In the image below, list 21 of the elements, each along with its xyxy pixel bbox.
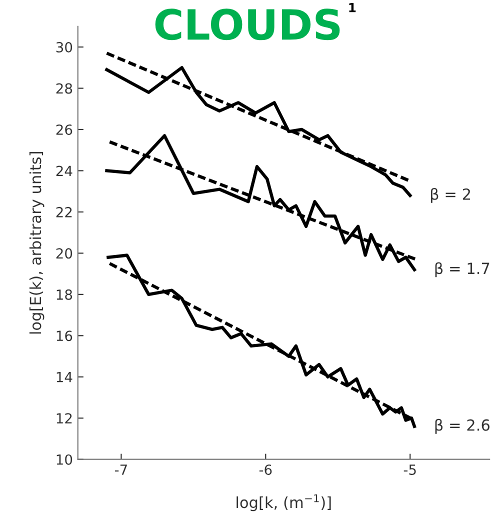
y-tick-label: 12 <box>56 413 72 424</box>
y-tick-label: 30 <box>56 42 72 52</box>
y-tick-label: 26 <box>56 124 72 135</box>
annotation: β = 1.7 <box>435 262 490 278</box>
x-tick-label: -5 <box>404 464 416 475</box>
y-tick-label: 18 <box>56 289 72 300</box>
y-tick-label: 28 <box>56 83 72 94</box>
text: 1 <box>349 3 356 12</box>
y-axis-title: log[E(k), arbitrary units] <box>29 152 44 334</box>
annotation: β = 2 <box>430 188 470 203</box>
x-tick-label: -7 <box>114 464 127 475</box>
y-tick-label: 10 <box>56 454 72 465</box>
y-tick-label: 22 <box>56 206 72 218</box>
chart-title: CLOUDS <box>155 8 340 40</box>
y-tick-label: 16 <box>56 330 72 342</box>
annotation: β = 2.6 <box>435 418 490 434</box>
x-axis-title: log[k, (m$^{−1}$)] <box>236 494 331 512</box>
x-tick-label: -6 <box>259 464 272 475</box>
y-tick-label: 20 <box>56 248 72 259</box>
y-tick-label: 24 <box>56 166 72 176</box>
y-tick-label: 14 <box>56 372 72 382</box>
